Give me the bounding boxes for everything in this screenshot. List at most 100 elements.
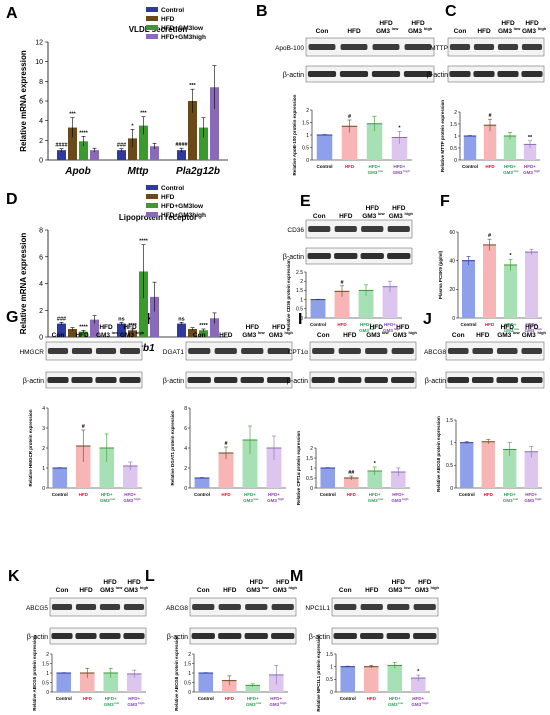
- y-tick-label: 0: [188, 690, 191, 696]
- lane-label-hfd-high: HFD: [525, 324, 539, 331]
- bar: [334, 291, 350, 318]
- bar: [460, 442, 474, 488]
- y-tick-label: 0.5: [450, 146, 457, 152]
- lane-label-hfd-high: HFD: [525, 20, 539, 27]
- bar: [57, 323, 66, 337]
- protein-band: [241, 348, 264, 354]
- blot-frame: [49, 597, 147, 617]
- x-label-gm3-sup: low: [378, 497, 384, 501]
- x-label-hfd: HFD: [485, 164, 495, 169]
- y-tick-label: 0: [42, 486, 45, 492]
- bar: [367, 471, 383, 488]
- bar: [199, 127, 208, 160]
- lane-label-hfd-low: HFD: [250, 579, 264, 586]
- actin-band: [371, 71, 401, 77]
- lane-sup-low: low: [514, 26, 522, 31]
- bar: [382, 286, 398, 318]
- significance-label: #: [340, 280, 343, 286]
- lane-label-con: Con: [56, 587, 69, 594]
- y-tick-label: 1.5: [42, 661, 49, 667]
- actin-band: [333, 633, 357, 639]
- actin-label: β-actin: [287, 378, 308, 385]
- actin-band: [497, 71, 519, 77]
- significance-label: ####: [55, 143, 67, 149]
- protein-band: [521, 348, 543, 354]
- y-tick-label: 8: [39, 79, 43, 86]
- y-tick-label: 0: [454, 158, 457, 164]
- y-tick-label: 6: [184, 426, 187, 432]
- actin-band: [338, 377, 362, 383]
- bar: [341, 126, 358, 160]
- bar: [483, 125, 497, 160]
- lane-label-hfd-high: HFD: [392, 205, 406, 212]
- protein-band: [245, 604, 268, 610]
- y-tick-label: 0: [39, 335, 43, 342]
- protein-band: [447, 348, 469, 354]
- x-label-control: Control: [340, 696, 356, 701]
- blot-frame: [445, 371, 545, 389]
- lane-label-hfd-low: HFD: [501, 20, 515, 27]
- x-label-gm3-sup: high: [403, 169, 409, 173]
- x-label-gm3: GM3: [504, 328, 514, 333]
- bar: [481, 441, 495, 488]
- lane-label-hfd: HFD: [223, 587, 237, 594]
- y-tick-label: 0.5: [184, 680, 191, 686]
- legend-label: HFD+GM3high: [161, 212, 206, 219]
- y-tick-label: 8: [39, 228, 43, 235]
- x-label-hfd: HFD: [225, 696, 235, 701]
- bar: [128, 138, 137, 160]
- x-label-hfd: HFD: [345, 164, 355, 169]
- bar: [150, 146, 159, 160]
- x-label-gm3-sup: low: [370, 327, 376, 331]
- legend-label: Control: [161, 7, 184, 14]
- actin-band: [244, 633, 268, 639]
- protein-band: [51, 604, 73, 610]
- bar: [56, 673, 72, 692]
- protein-label: HMGCR: [19, 349, 44, 356]
- chart-b: 0 0.5 1 1.5 2 Relative ApoB-100 protein expre…: [292, 94, 412, 175]
- x-label-hfd-plus: HFD+: [394, 164, 406, 169]
- bar: [139, 125, 148, 160]
- protein-band: [387, 604, 410, 610]
- protein-band: [372, 44, 400, 50]
- lane-sup-high: high: [409, 330, 418, 335]
- legend-swatch: [146, 7, 158, 12]
- actin-band: [119, 377, 141, 383]
- protein-band: [308, 44, 336, 50]
- chart-title: VLDL secretion: [129, 25, 188, 34]
- lane-label-gm3-high: GM3: [124, 587, 138, 594]
- lane-label-con: Con: [454, 28, 467, 35]
- x-label-hfd-plus: HFD+: [389, 696, 401, 701]
- x-label-gm3-sup: low: [514, 169, 520, 173]
- y-tick-label: 2: [39, 138, 43, 145]
- x-label-hfd-plus: HFD+: [105, 696, 117, 701]
- x-label-gm3-sup: high: [534, 169, 540, 173]
- bar: [210, 318, 219, 337]
- protein-band: [119, 348, 141, 354]
- bar: [128, 330, 137, 337]
- lane-label-hfd: HFD: [79, 587, 93, 594]
- actin-band: [386, 633, 410, 639]
- lane-label-con: Con: [339, 587, 352, 594]
- significance-label: ***: [140, 111, 147, 117]
- legend-swatch: [146, 185, 158, 190]
- x-label-gm3: GM3: [269, 702, 279, 707]
- actin-band: [307, 253, 331, 259]
- bar: [79, 141, 88, 160]
- lane-label-gm3-high: GM3: [120, 332, 134, 339]
- protein-band: [340, 44, 368, 50]
- x-label-control: Control: [52, 492, 68, 497]
- lane-label-hfd: HFD: [339, 213, 353, 220]
- lane-sup-low: low: [382, 330, 390, 335]
- y-tick-label: 2: [310, 446, 313, 452]
- x-label-gm3-sup: high: [535, 497, 541, 501]
- x-label-hfd-plus: HFD+: [384, 322, 396, 327]
- y-axis-label: Relative ABCG8 protein expression: [174, 635, 179, 711]
- lane-label-gm3-high: GM3: [522, 332, 536, 339]
- lane-sup-low: low: [392, 26, 400, 31]
- x-label-gm3-sup: low: [514, 327, 520, 331]
